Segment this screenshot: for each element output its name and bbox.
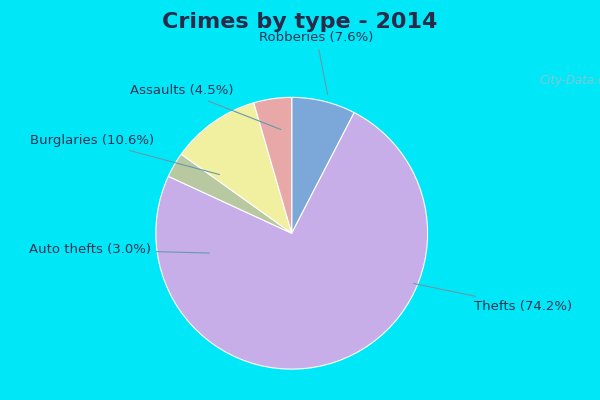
Wedge shape (169, 154, 292, 233)
Text: Thefts (74.2%): Thefts (74.2%) (414, 284, 572, 313)
Text: City-Data.com: City-Data.com (539, 74, 600, 87)
Text: Robberies (7.6%): Robberies (7.6%) (259, 31, 374, 95)
Wedge shape (254, 97, 292, 233)
Text: Burglaries (10.6%): Burglaries (10.6%) (30, 134, 220, 174)
Text: Auto thefts (3.0%): Auto thefts (3.0%) (29, 243, 209, 256)
Wedge shape (292, 97, 354, 233)
Wedge shape (156, 113, 428, 369)
Wedge shape (181, 103, 292, 233)
Text: Assaults (4.5%): Assaults (4.5%) (130, 84, 281, 130)
Text: Crimes by type - 2014: Crimes by type - 2014 (163, 12, 437, 32)
